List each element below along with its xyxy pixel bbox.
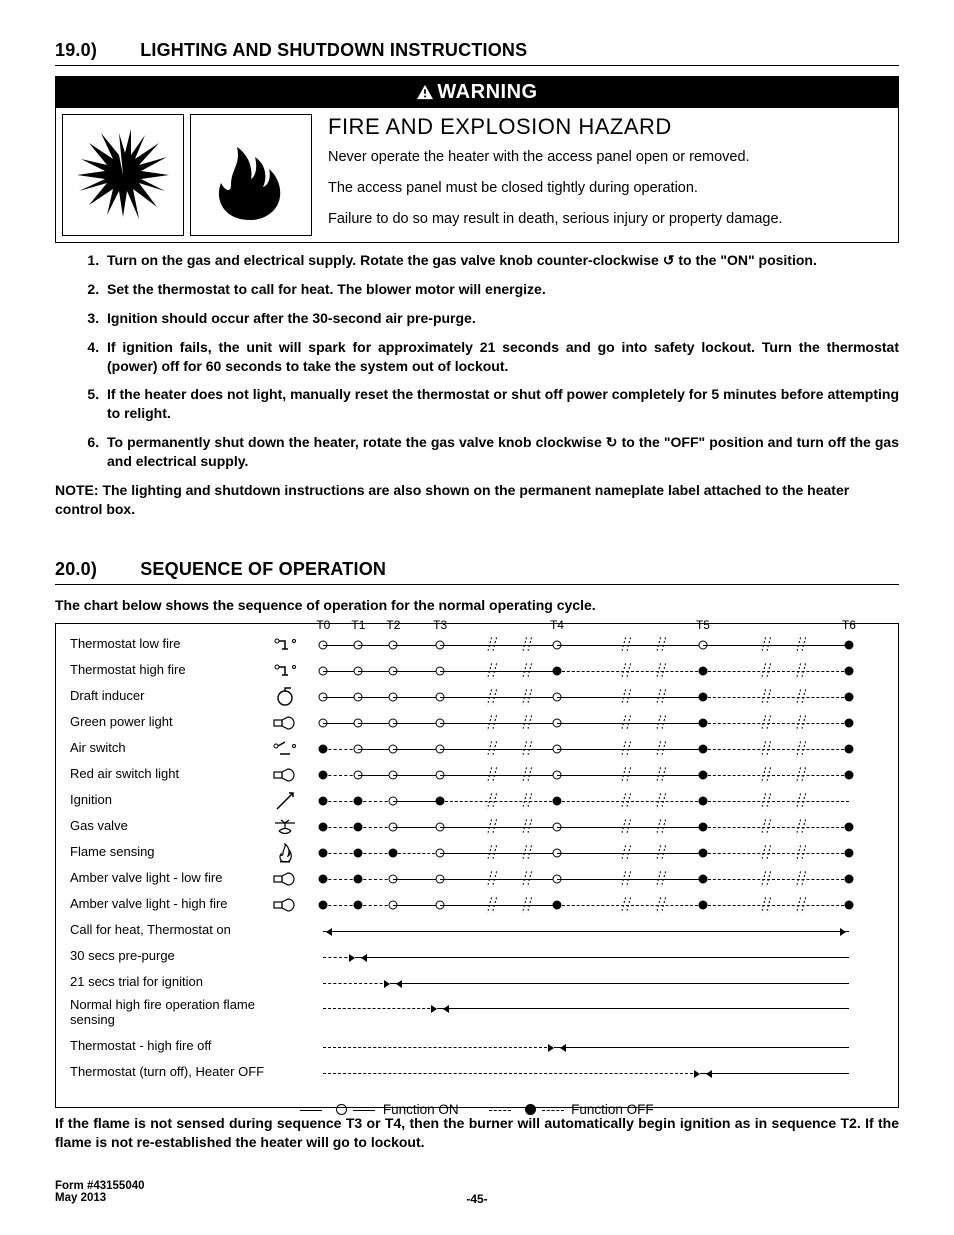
- legend-on-label: Function ON: [383, 1102, 459, 1117]
- hazard-p3: Failure to do so may result in death, se…: [328, 210, 888, 229]
- fire-icon: [190, 114, 312, 236]
- chart-phase-row: Thermostat - high fire off: [70, 1034, 884, 1060]
- hazard-title: FIRE AND EXPLOSION HAZARD: [328, 114, 888, 140]
- chart-row-label: Ignition: [70, 793, 270, 808]
- time-label: T1: [351, 618, 365, 632]
- page-number: -45-: [466, 1192, 487, 1206]
- section-19-title: LIGHTING AND SHUTDOWN INSTRUCTIONS: [140, 40, 527, 60]
- section-20-number: 20.0): [55, 559, 135, 580]
- spark-icon: [270, 791, 300, 811]
- page-footer: Form #43155040 May 2013 -45-: [55, 1180, 899, 1204]
- time-label: T6: [842, 618, 856, 632]
- chart-signal-row: Ignition: [70, 788, 884, 814]
- chart-signal-row: Gas valve: [70, 814, 884, 840]
- chart-row-label: Thermostat (turn off), Heater OFF: [70, 1065, 270, 1080]
- light-icon: [270, 870, 300, 887]
- instruction-step: Ignition should occur after the 30-secon…: [103, 309, 899, 328]
- instruction-step: Set the thermostat to call for heat. The…: [103, 280, 899, 299]
- chart-phase-row: 30 secs pre-purge: [70, 944, 884, 970]
- thermostat-icon: [270, 636, 300, 654]
- hazard-p1: Never operate the heater with the access…: [328, 148, 888, 167]
- chart-phase-row: Normal high fire operation flame sensing: [70, 996, 884, 1034]
- instruction-step: If ignition fails, the unit will spark f…: [103, 338, 899, 376]
- warning-icons: [56, 108, 318, 242]
- chart-row-label: Call for heat, Thermostat on: [70, 923, 270, 938]
- light-icon: [270, 896, 300, 913]
- sequence-footnote: If the flame is not sensed during sequen…: [55, 1114, 899, 1152]
- chart-phase-row: 21 secs trial for ignition: [70, 970, 884, 996]
- chart-row-label: Flame sensing: [70, 845, 270, 860]
- chart-signal-row: Flame sensing: [70, 840, 884, 866]
- instruction-step: Turn on the gas and electrical supply. R…: [103, 251, 899, 270]
- instruction-step: To permanently shut down the heater, rot…: [103, 433, 899, 471]
- form-number: Form #43155040: [55, 1180, 899, 1192]
- flame-icon: [270, 843, 300, 863]
- time-label: T2: [386, 618, 400, 632]
- chart-signal-row: Amber valve light - high fire: [70, 892, 884, 918]
- time-label: T0: [316, 618, 330, 632]
- chart-row-label: Normal high fire operation flame sensing: [70, 998, 270, 1028]
- instruction-step: If the heater does not light, manually r…: [103, 385, 899, 423]
- chart-row-label: Thermostat high fire: [70, 663, 270, 678]
- chart-row-label: Gas valve: [70, 819, 270, 834]
- fan-icon: [270, 687, 300, 707]
- instruction-list: Turn on the gas and electrical supply. R…: [55, 251, 899, 471]
- chart-signal-row: Thermostat high fire: [70, 658, 884, 684]
- chart-row-label: Red air switch light: [70, 767, 270, 782]
- sequence-intro: The chart below shows the sequence of op…: [55, 597, 899, 613]
- thermostat-icon: [270, 662, 300, 680]
- chart-row-label: Amber valve light - high fire: [70, 897, 270, 912]
- time-label: T3: [433, 618, 447, 632]
- chart-row-label: Air switch: [70, 741, 270, 756]
- warning-banner: WARNING: [56, 77, 898, 108]
- chart-signal-row: Amber valve light - low fire: [70, 866, 884, 892]
- chart-signal-row: Draft inducer: [70, 684, 884, 710]
- light-icon: [270, 766, 300, 783]
- chart-signal-row: Red air switch light: [70, 762, 884, 788]
- time-label: T5: [696, 618, 710, 632]
- light-icon: [270, 714, 300, 731]
- warning-box: WARNING FIRE AND EXPLOSION HAZARD Never …: [55, 76, 899, 243]
- chart-row-label: Amber valve light - low fire: [70, 871, 270, 886]
- section-20-title: SEQUENCE OF OPERATION: [140, 559, 386, 579]
- chart-row-label: Thermostat low fire: [70, 637, 270, 652]
- chart-row-label: Thermostat - high fire off: [70, 1039, 270, 1054]
- note-text: NOTE: The lighting and shutdown instruct…: [55, 481, 899, 519]
- sequence-chart: Thermostat low fireT0T1T2T3T4T5T6Thermos…: [55, 623, 899, 1108]
- chart-signal-row: Air switch: [70, 736, 884, 762]
- chart-signal-row: Thermostat low fireT0T1T2T3T4T5T6: [70, 632, 884, 658]
- time-label: T4: [550, 618, 564, 632]
- chart-row-label: 21 secs trial for ignition: [70, 975, 270, 990]
- section-20-header: 20.0) SEQUENCE OF OPERATION: [55, 559, 899, 585]
- section-19-header: 19.0) LIGHTING AND SHUTDOWN INSTRUCTIONS: [55, 40, 899, 66]
- alert-icon: [416, 84, 434, 100]
- switch-icon: [270, 740, 300, 758]
- chart-phase-row: Call for heat, Thermostat on: [70, 918, 884, 944]
- chart-phase-row: Thermostat (turn off), Heater OFF: [70, 1060, 884, 1086]
- valve-icon: [270, 817, 300, 837]
- explosion-icon: [62, 114, 184, 236]
- legend-off-label: Function OFF: [571, 1102, 654, 1117]
- footer-date: May 2013: [55, 1192, 106, 1204]
- section-19-number: 19.0): [55, 40, 135, 61]
- chart-signal-row: Green power light: [70, 710, 884, 736]
- chart-legend: Function ON Function OFF: [70, 1102, 884, 1117]
- chart-row-label: 30 secs pre-purge: [70, 949, 270, 964]
- chart-row-label: Green power light: [70, 715, 270, 730]
- hazard-p2: The access panel must be closed tightly …: [328, 179, 888, 198]
- chart-row-label: Draft inducer: [70, 689, 270, 704]
